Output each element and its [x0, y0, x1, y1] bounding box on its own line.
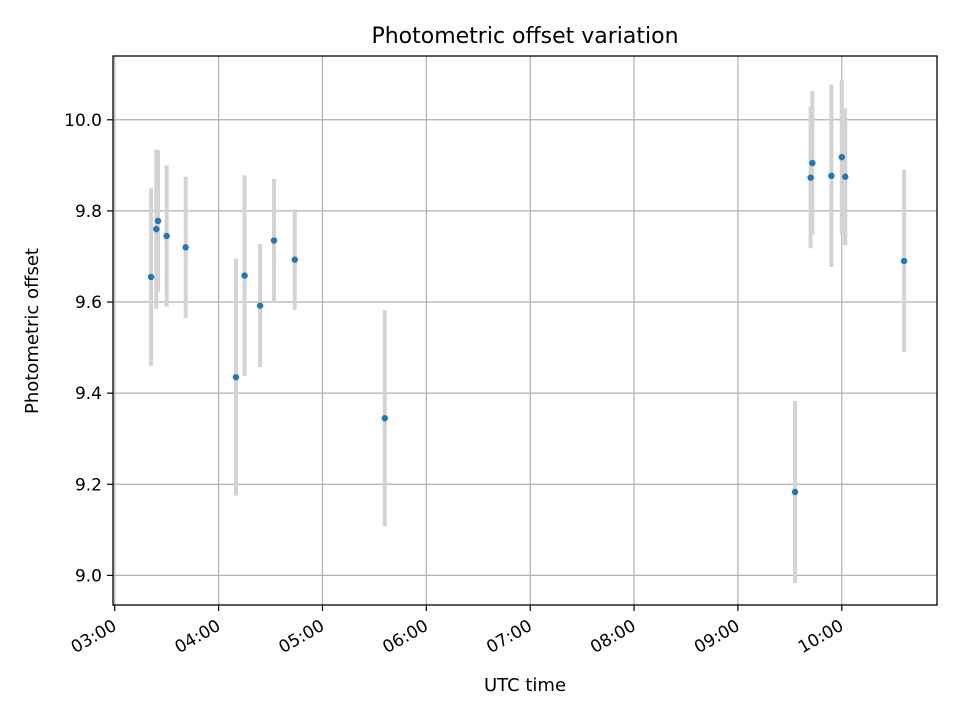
- data-point: [828, 172, 835, 180]
- data-point: [807, 174, 814, 181]
- data-point: [256, 302, 264, 309]
- y-tick-label: 9.2: [75, 475, 102, 495]
- data-point: [241, 272, 248, 279]
- x-axis-label: UTC time: [484, 675, 566, 696]
- grid: [113, 56, 937, 605]
- y-axis-ticks: 9.0 9.2 9.4 9.6 9.8 10.0: [64, 111, 113, 586]
- y-tick-label: 9.4: [75, 384, 102, 404]
- data-point: [838, 153, 845, 161]
- data-point: [270, 237, 278, 244]
- data-point: [232, 373, 240, 381]
- data-point: [154, 217, 162, 225]
- plot-frame: [112, 55, 938, 606]
- data-point: [153, 225, 160, 233]
- data-point: [163, 232, 170, 240]
- data-points: [147, 153, 908, 496]
- data-point: [291, 256, 298, 263]
- y-tick-label: 9.8: [75, 202, 102, 222]
- data-point: [900, 257, 908, 265]
- data-point: [147, 273, 155, 281]
- y-tick-label: 10.0: [64, 111, 102, 131]
- data-point: [182, 244, 189, 251]
- data-point: [809, 159, 816, 167]
- data-point: [381, 415, 388, 422]
- data-point: [842, 173, 849, 180]
- data-point: [791, 488, 799, 496]
- chart-title: Photometric offset variation: [371, 24, 678, 49]
- y-tick-label: 9.0: [75, 566, 102, 586]
- y-tick-label: 9.6: [75, 293, 102, 313]
- y-axis-label: Photometric offset: [22, 248, 43, 414]
